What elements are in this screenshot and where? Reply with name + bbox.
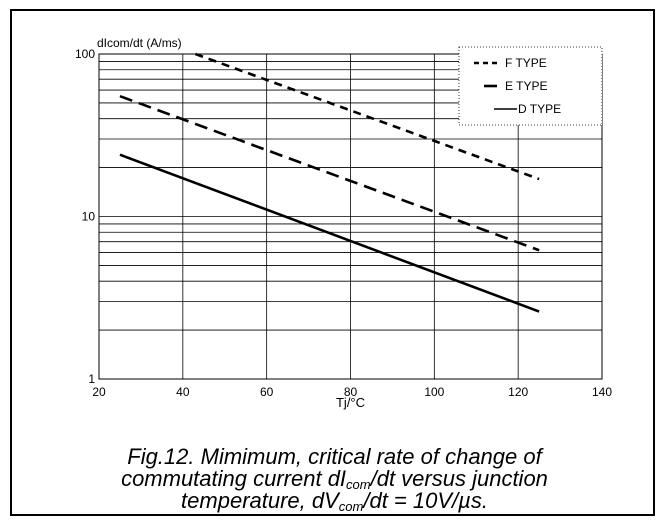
legend: F TYPE E TYPE D TYPE bbox=[458, 46, 603, 126]
caption-line-2: commutating current dIcom/dt versus junc… bbox=[12, 466, 657, 492]
y-tick-label: 10 bbox=[82, 210, 96, 224]
x-tick-label: 80 bbox=[344, 385, 358, 399]
axis-ticks: 20 40 60 80 100 120 140 1 10 100 bbox=[75, 47, 612, 399]
caption-text: /dt = 10V/µs. bbox=[363, 488, 488, 513]
caption-text: temperature, dV bbox=[181, 488, 339, 513]
series-line-f-type bbox=[194, 52, 540, 181]
x-axis-label: Tj/°C bbox=[336, 395, 365, 410]
y-tick-label: 1 bbox=[88, 372, 95, 386]
caption-text: /dt versus junction bbox=[370, 466, 548, 491]
x-tick-label: 60 bbox=[260, 385, 274, 399]
caption-line-3: temperature, dVcom/dt = 10V/µs. bbox=[12, 488, 657, 514]
plot-area bbox=[98, 53, 603, 380]
figure-frame: dIcom/dt (A/ms) Tj/°C 20 40 60 80 100 120 140 1… bbox=[10, 9, 655, 516]
legend-label: E TYPE bbox=[505, 79, 547, 93]
x-tick-label: 100 bbox=[424, 385, 444, 399]
legend-box bbox=[458, 46, 603, 126]
series-line-d-type bbox=[119, 153, 540, 313]
caption-text: commutating current dI bbox=[121, 466, 347, 491]
series-lines bbox=[119, 52, 540, 313]
x-tick-label: 40 bbox=[176, 385, 190, 399]
legend-label: F TYPE bbox=[505, 56, 547, 70]
x-tick-label: 20 bbox=[92, 385, 106, 399]
chart: dIcom/dt (A/ms) Tj/°C 20 40 60 80 100 120 140 1… bbox=[75, 36, 612, 410]
caption-subscript: com bbox=[346, 477, 371, 492]
y-tick-label: 100 bbox=[75, 47, 95, 61]
x-tick-label: 140 bbox=[592, 385, 612, 399]
series-line-e-type bbox=[119, 94, 540, 252]
caption-subscript: com bbox=[338, 499, 364, 514]
x-tick-label: 120 bbox=[508, 385, 528, 399]
y-axis-label: dIcom/dt (A/ms) bbox=[97, 36, 182, 50]
figure-caption: Fig.12. Mimimum, critical rate of change… bbox=[12, 444, 657, 514]
legend-label: D TYPE bbox=[518, 102, 561, 116]
caption-line-1: Fig.12. Mimimum, critical rate of change… bbox=[127, 444, 542, 469]
